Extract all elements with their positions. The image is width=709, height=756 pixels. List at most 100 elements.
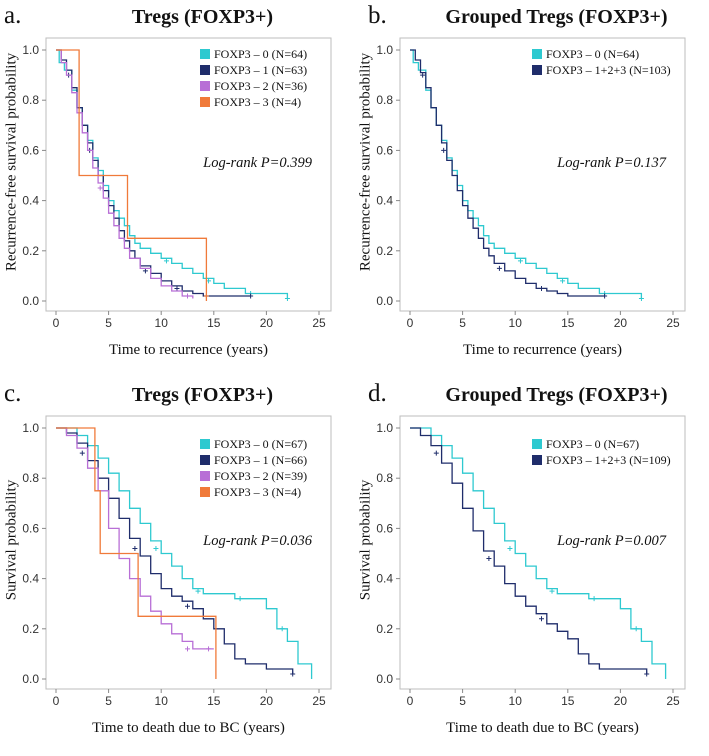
legend-item: FOXP3 – 2 (N=36) [200, 78, 307, 94]
y-tick-label: 1.0 [376, 43, 393, 57]
panel-letter: a. [4, 2, 22, 29]
x-tick-label: 15 [207, 316, 221, 330]
censor-mark [602, 293, 608, 299]
censor-mark [97, 185, 103, 191]
legend-label: FOXP3 – 3 (N=4) [214, 95, 302, 109]
legend-item: FOXP3 – 1+2+3 (N=109) [532, 452, 671, 468]
censor-mark [591, 596, 597, 602]
censor-mark [206, 646, 212, 652]
censor-mark [185, 646, 190, 652]
x-tick-label: 25 [666, 694, 680, 708]
plot-area: 0 5 10 15 20 25 0.0 0.2 0.4 0.6 0.8 1.0 [376, 415, 686, 708]
chart-title: Tregs (FOXP3+) [131, 384, 274, 406]
legend-label: FOXP3 – 0 (N=64) [546, 47, 640, 61]
censor-mark [163, 258, 169, 264]
chart-title: Grouped Tregs (FOXP3+) [445, 6, 668, 28]
logrank-annotation: Log-rank P=0.399 [203, 155, 312, 171]
survival-curve [410, 49, 643, 299]
legend-label: FOXP3 – 2 (N=39) [214, 469, 308, 483]
legend-swatch [532, 49, 542, 59]
legend-label: FOXP3 – 1 (N=63) [214, 63, 308, 77]
survival-curve [56, 427, 313, 679]
x-tick-label: 5 [105, 316, 112, 330]
censor-mark [248, 293, 254, 299]
censor-mark [539, 285, 544, 291]
censor-mark [284, 295, 290, 301]
censor-mark [517, 258, 523, 264]
y-tick-label: 0.2 [376, 622, 393, 636]
y-tick-label: 0.8 [376, 93, 393, 107]
y-axis-label: Survival probability [3, 479, 20, 601]
y-tick-label: 0.4 [22, 572, 39, 586]
x-tick-label: 10 [509, 694, 523, 708]
legend-label: FOXP3 – 1 (N=66) [214, 453, 308, 467]
x-tick-label: 15 [561, 694, 575, 708]
censor-mark [633, 626, 639, 632]
plot-frame [45, 415, 332, 690]
legend-swatch [200, 487, 210, 497]
survival-curve [56, 427, 217, 679]
legend: FOXP3 – 0 (N=64) FOXP3 – 1 (N=63) FOXP3 … [200, 46, 307, 110]
y-tick-label: 0.6 [376, 143, 393, 157]
y-axis-label: Recurrence-free survival probability [357, 52, 374, 272]
legend-item: FOXP3 – 0 (N=64) [532, 46, 671, 62]
y-tick-label: 0.2 [22, 244, 39, 258]
panel-a: 0 5 10 15 20 25 0.0 0.2 0.4 0.6 0.8 1.0 a. Tregs (F… [0, 0, 354, 378]
legend-swatch [200, 471, 210, 481]
x-tick-label: 0 [53, 316, 60, 330]
chart-title: Tregs (FOXP3+) [131, 6, 274, 28]
censor-mark [539, 616, 544, 622]
plot-area: 0 5 10 15 20 25 0.0 0.2 0.4 0.6 0.8 1.0 [376, 37, 686, 330]
legend-item: FOXP3 – 0 (N=64) [200, 46, 307, 62]
logrank-annotation: Log-rank P=0.036 [203, 533, 312, 549]
legend-label: FOXP3 – 1+2+3 (N=109) [546, 453, 671, 467]
censor-mark [441, 147, 447, 153]
logrank-annotation: Log-rank P=0.007 [557, 533, 666, 549]
y-axis-label: Recurrence-free survival probability [3, 52, 20, 272]
plot-frame [399, 37, 686, 312]
chart-title: Grouped Tregs (FOXP3+) [445, 384, 668, 406]
censor-mark [153, 545, 159, 551]
x-tick-label: 25 [666, 316, 680, 330]
censor-mark [638, 295, 644, 301]
censor-mark [185, 293, 190, 299]
y-tick-label: 0.6 [22, 143, 39, 157]
x-tick-label: 5 [105, 694, 112, 708]
censor-mark [420, 72, 426, 78]
x-tick-label: 20 [260, 316, 274, 330]
censor-mark [142, 268, 148, 274]
x-tick-label: 10 [155, 694, 169, 708]
y-axis-label: Survival probability [357, 479, 374, 601]
legend-swatch [200, 81, 210, 91]
x-tick-label: 20 [260, 694, 274, 708]
panel-b: 0 5 10 15 20 25 0.0 0.2 0.4 0.6 0.8 1.0 b. Grouped … [354, 0, 708, 378]
y-tick-label: 0.6 [22, 521, 39, 535]
censor-mark [132, 545, 138, 551]
legend-swatch [200, 49, 210, 59]
legend-swatch [532, 439, 542, 449]
x-axis-label: Time to recurrence (years) [463, 342, 622, 358]
legend-swatch [200, 97, 210, 107]
y-tick-label: 1.0 [22, 43, 39, 57]
censor-mark [279, 626, 285, 632]
censor-mark [290, 671, 296, 677]
legend-item: FOXP3 – 0 (N=67) [532, 436, 671, 452]
y-tick-label: 0.8 [22, 471, 39, 485]
survival-curve [56, 49, 208, 301]
x-tick-label: 25 [312, 316, 326, 330]
x-tick-label: 15 [207, 694, 221, 708]
censor-mark [507, 545, 513, 551]
y-tick-label: 0.0 [22, 672, 39, 686]
survival-curve [56, 427, 214, 650]
panel-letter: b. [368, 2, 387, 29]
survival-curve [410, 427, 667, 679]
x-tick-label: 20 [614, 694, 628, 708]
x-axis-label: Time to death due to BC (years) [92, 720, 285, 736]
legend-item: FOXP3 – 1 (N=66) [200, 452, 307, 468]
legend-label: FOXP3 – 0 (N=67) [546, 437, 640, 451]
legend-swatch [532, 65, 542, 75]
survival-curve [410, 427, 648, 674]
legend: FOXP3 – 0 (N=67) FOXP3 – 1 (N=66) FOXP3 … [200, 436, 307, 500]
plot-frame [399, 415, 686, 690]
censor-mark [237, 596, 243, 602]
